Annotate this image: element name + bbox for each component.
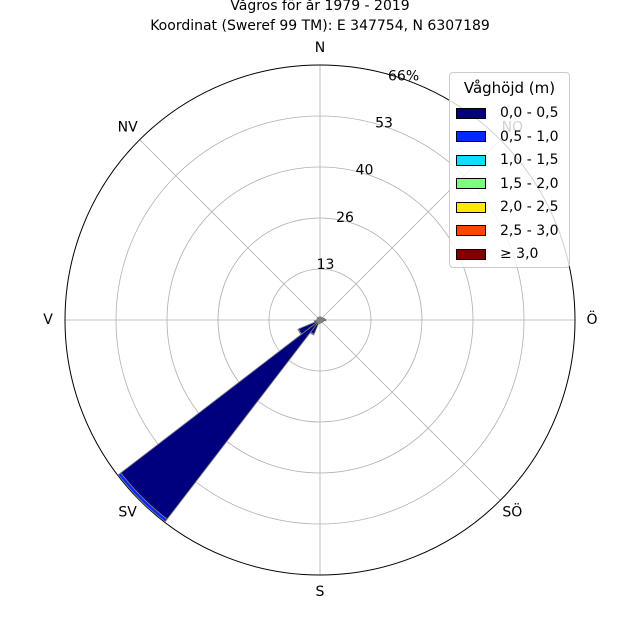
legend-label: 1,0 - 1,5 <box>500 152 559 168</box>
chart-title: Vågros för år 1979 - 2019 <box>230 0 410 14</box>
polar-frame <box>64 64 576 576</box>
legend-swatch <box>456 107 486 119</box>
legend: Våghöjd (m) 0,0 - 0,5 0,5 - 1,0 1,0 - 1,5 1… <box>449 72 570 268</box>
legend-swatch <box>456 131 486 142</box>
legend-label: 2,5 - 3,0 <box>500 222 559 239</box>
legend-entry: 2,5 - 3,0 <box>456 222 558 240</box>
direction-label: SÖ <box>502 502 522 520</box>
legend-swatch <box>456 225 486 236</box>
legend-entry: 1,0 - 1,5 <box>456 151 558 169</box>
legend-entry: 2,0 - 2,5 <box>456 198 558 216</box>
radial-tick-label: 66% <box>388 68 419 84</box>
legend-label: 0,0 - 0,5 <box>500 105 559 121</box>
legend-label: 0,5 - 1,0 <box>500 128 559 145</box>
radial-tick-label: 53 <box>375 116 393 132</box>
direction-spoke <box>319 319 501 501</box>
chart-subtitle: Koordinat (Sweref 99 TM): E 347754, N 63… <box>150 18 490 34</box>
rose-bar-segment <box>316 319 321 321</box>
legend-swatch <box>456 248 486 260</box>
direction-label: S <box>316 584 325 600</box>
legend-label: ≥ 3,0 <box>500 246 539 262</box>
direction-label: NV <box>118 120 138 136</box>
legend-entry: ≥ 3,0 <box>456 245 538 263</box>
wave-rose-bars <box>117 316 327 523</box>
legend-label: 1,5 - 2,0 <box>500 175 559 192</box>
legend-swatch <box>456 201 486 213</box>
legend-entry: 0,0 - 0,5 <box>456 104 558 122</box>
legend-swatch <box>456 178 486 189</box>
legend-entry: 0,5 - 1,0 <box>456 128 558 146</box>
radial-tick-label: 13 <box>317 257 335 273</box>
legend-swatch <box>456 154 486 166</box>
direction-label: N <box>315 40 325 56</box>
legend-entry: 1,5 - 2,0 <box>456 175 558 193</box>
radial-tick-label: 40 <box>356 163 374 179</box>
direction-label: V <box>43 312 53 328</box>
rose-bar-segment <box>309 331 315 336</box>
direction-label: SV <box>118 504 137 520</box>
rose-bar-segment <box>319 319 321 324</box>
direction-label: Ö <box>586 310 597 328</box>
legend-label: 2,0 - 2,5 <box>500 199 559 215</box>
rose-bar-segment <box>117 472 168 523</box>
direction-spoke <box>139 139 321 321</box>
rose-bar-segment <box>120 319 321 520</box>
legend-title: Våghöjd (m) <box>463 79 556 97</box>
rose-bar-segment <box>297 328 303 336</box>
radial-tick-label: 26 <box>336 210 354 226</box>
